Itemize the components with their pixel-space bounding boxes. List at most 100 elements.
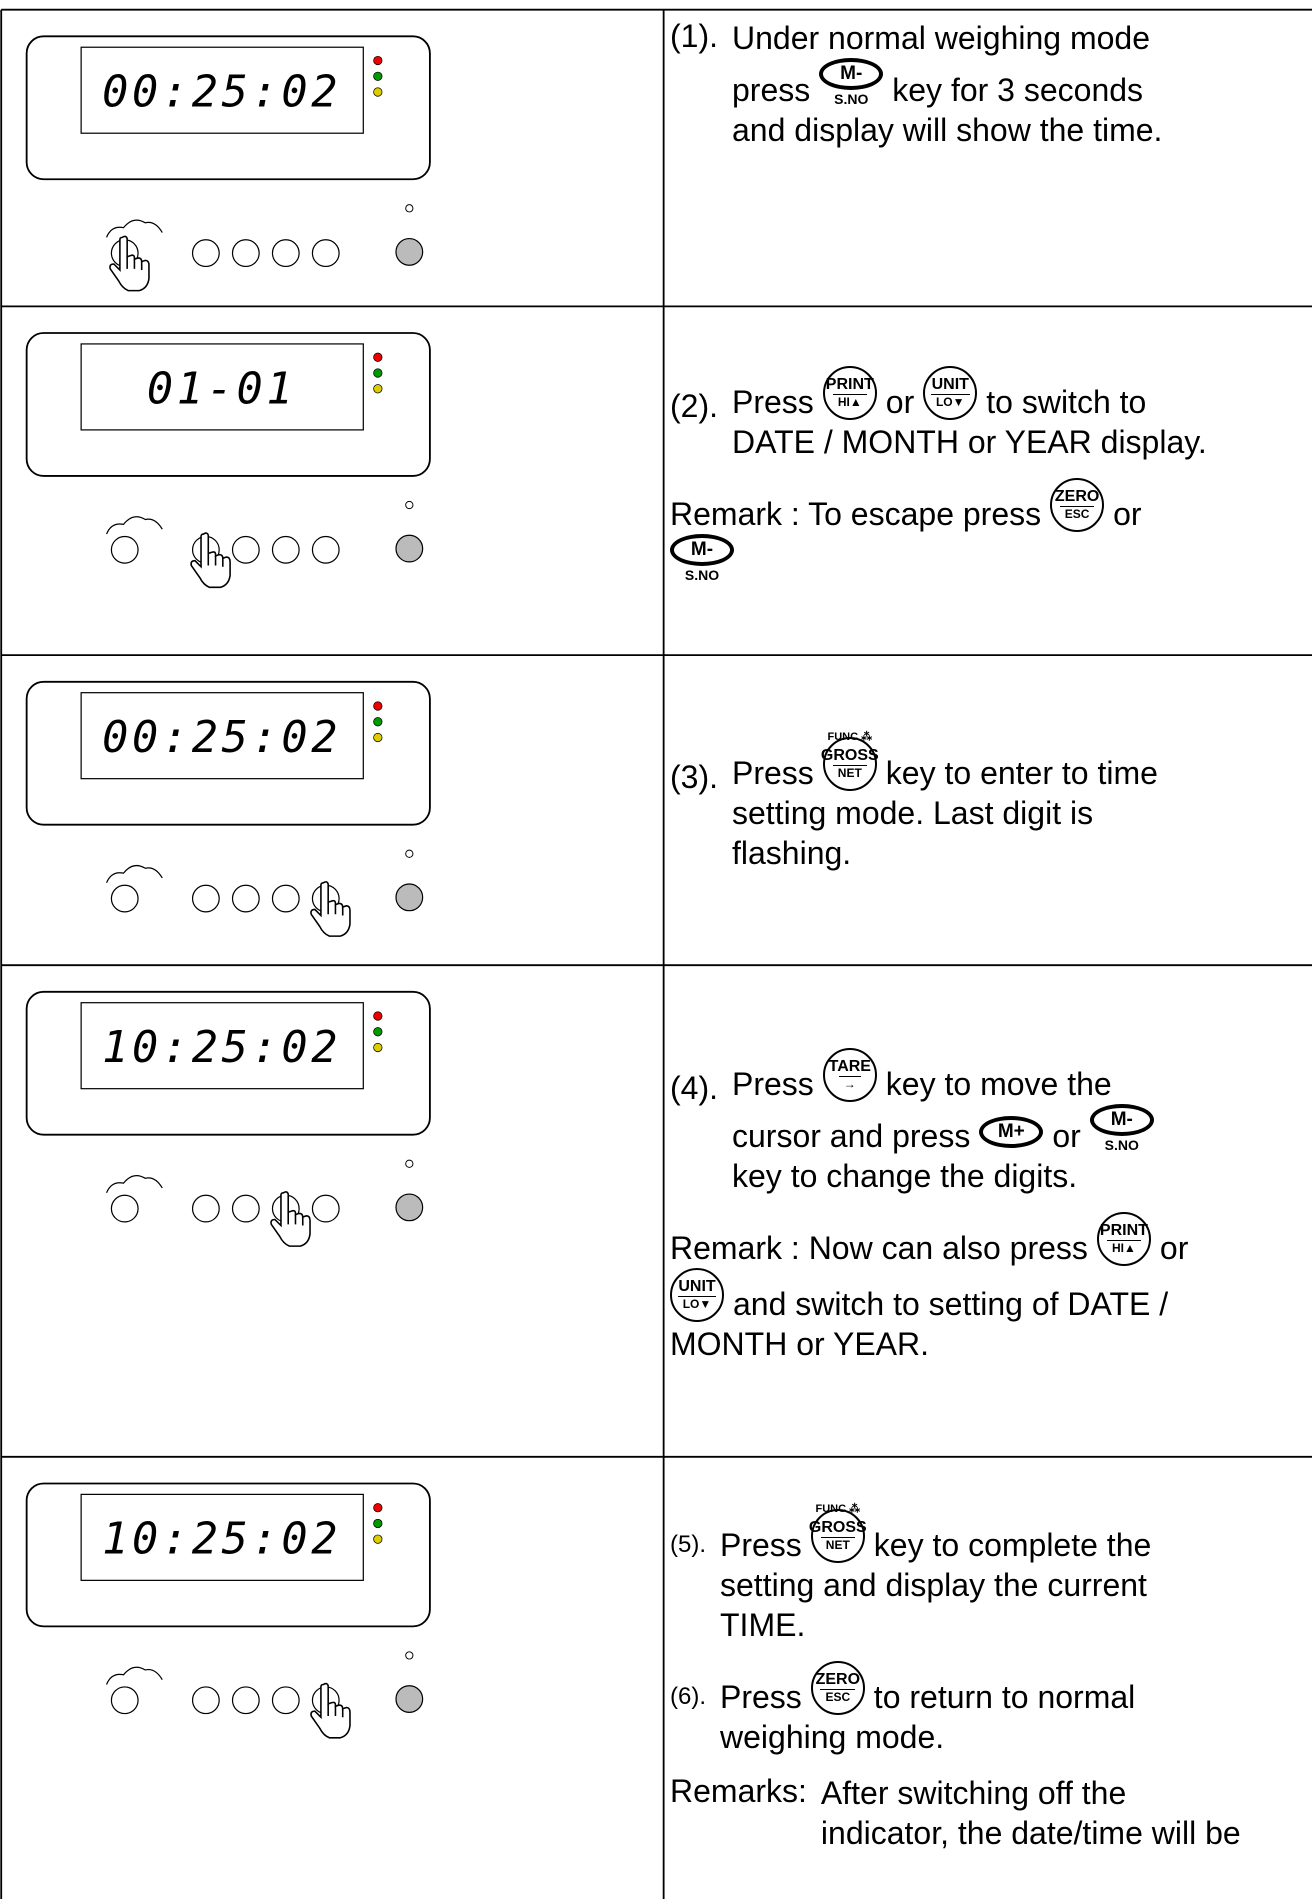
key-above: FUNC ⁂ <box>827 731 873 744</box>
key-top: ZERO <box>1054 487 1100 505</box>
led <box>373 1518 383 1529</box>
hand-icon <box>310 881 351 937</box>
button <box>231 1686 260 1715</box>
hand-icon <box>190 532 231 589</box>
key-top: UNIT <box>678 1277 716 1295</box>
button <box>110 884 139 913</box>
text-run: key to complete the <box>873 1526 1152 1563</box>
key-icon: PRINT HI▲ <box>822 365 877 420</box>
text-run: Press <box>720 1526 802 1563</box>
led <box>373 87 383 97</box>
power-button <box>395 534 424 563</box>
step-body: Press ZERO ESC to return to normal weighing … <box>720 1660 1312 1757</box>
device: 10:25:02 <box>25 1482 431 1739</box>
text-run: and display will show the time. <box>732 111 1163 148</box>
key-icon: UNIT LO▼ <box>670 1267 724 1322</box>
key-bottom: S.NO <box>684 566 720 583</box>
key-icon: FUNC ⁂ GROSS NET <box>821 731 879 792</box>
button <box>231 239 260 268</box>
power-button <box>395 1193 424 1222</box>
text-run: Press <box>732 1065 814 1102</box>
device: 01-01 <box>25 332 431 589</box>
text-run: or <box>1159 1229 1189 1266</box>
display-readout: 00:25:02 <box>102 68 341 118</box>
button <box>110 535 139 564</box>
key-icon: M- S.NO <box>819 57 884 108</box>
step-block: (2). Press PRINT HI▲ or UNIT LO▼ to switch to DA… <box>670 365 1312 462</box>
step-block: (1). Under normal weighing mode press M- S.N… <box>670 18 1312 150</box>
key-bottom: NET <box>832 765 867 781</box>
led <box>373 1042 383 1053</box>
led <box>373 71 383 81</box>
display-readout: 01-01 <box>147 364 296 414</box>
table-grid: 00:25:02 01-01 00:25:02 10:25:02 10:25:02 <box>0 8 1312 1899</box>
text-run: and switch to setting of DATE / <box>733 1285 1169 1322</box>
step-body: Remark : Now can also press PRINT HI▲ or UNI… <box>670 1211 1312 1364</box>
led <box>373 701 383 711</box>
display-readout: 10:25:02 <box>102 1023 341 1073</box>
button <box>311 239 340 268</box>
hand-icon <box>109 235 150 292</box>
key-bottom: S.NO <box>834 90 869 107</box>
instruction-cell: (2). Press PRINT HI▲ or UNIT LO▼ to switch to DA… <box>664 308 1312 653</box>
text-run: Press <box>732 755 814 792</box>
step-block: (5). Press FUNC ⁂ GROSS NET key to complete t… <box>670 1503 1312 1645</box>
instruction-cell: (5). Press FUNC ⁂ GROSS NET key to complete t… <box>664 1459 1312 1899</box>
text-run: After switching off the <box>820 1774 1127 1811</box>
step-block: (4). Press TARE → key to move the cursor and … <box>670 1047 1312 1196</box>
led <box>373 1534 383 1544</box>
power-button <box>395 883 424 912</box>
text-run: setting and display the current <box>720 1566 1147 1603</box>
button <box>311 1194 340 1223</box>
button-arc <box>106 516 163 535</box>
step-block: (6). Press ZERO ESC to return to normal weigh… <box>670 1660 1312 1757</box>
led <box>373 352 383 362</box>
key-top: M- <box>670 533 734 566</box>
button <box>191 239 220 268</box>
display-window <box>80 692 364 780</box>
step-block: Remark : Now can also press PRINT HI▲ or UNI… <box>670 1211 1312 1364</box>
text-line: Press PRINT HI▲ or UNIT LO▼ to switch to <box>732 365 1312 422</box>
step-label: (2). <box>670 387 718 424</box>
button <box>271 239 300 268</box>
key-icon: FUNC ⁂ GROSS NET <box>809 1503 867 1563</box>
led <box>373 384 383 394</box>
led <box>373 55 383 66</box>
text-line: UNIT LO▼ and switch to setting of DATE / <box>670 1267 1312 1324</box>
text-run: Press <box>720 1678 802 1715</box>
step-label: (5). <box>670 1530 706 1558</box>
button <box>191 884 220 913</box>
key-bottom: ESC <box>820 1688 856 1705</box>
key-icon: UNIT LO▼ <box>923 365 978 420</box>
text-line: M- S.NO <box>670 533 1312 586</box>
button <box>191 1686 220 1715</box>
hand-icon <box>327 1703 344 1718</box>
button <box>231 535 260 564</box>
button <box>231 1194 260 1223</box>
device: 00:25:02 <box>25 35 431 292</box>
text-line: Remark : Now can also press PRINT HI▲ or <box>670 1211 1312 1268</box>
instruction-cell: (4). Press TARE → key to move the cursor and … <box>664 967 1312 1455</box>
button <box>110 1194 139 1223</box>
text-line: Press FUNC ⁂ GROSS NET key to enter to time <box>732 731 1312 793</box>
key-icon: PRINT HI▲ <box>1096 1211 1151 1266</box>
hand-icon <box>109 235 150 292</box>
text-line: Remark : To escape press ZERO ESC or <box>670 477 1312 534</box>
led <box>373 368 383 378</box>
step-body: Press TARE → key to move the cursor and pres… <box>732 1047 1312 1196</box>
power-button <box>395 237 424 266</box>
text-line: DATE / MONTH or YEAR display. <box>732 422 1312 462</box>
text-run: key to change the digits. <box>732 1157 1078 1194</box>
key-icon: M- S.NO <box>1089 1103 1154 1154</box>
button <box>271 884 300 913</box>
step-label: (3). <box>670 759 718 796</box>
text-run: cursor and press <box>732 1117 971 1154</box>
key-top: ZERO <box>815 1670 861 1688</box>
key-icon: M- S.NO <box>670 533 734 584</box>
text-run: or <box>1113 495 1142 532</box>
key-top: M- <box>1089 1103 1154 1136</box>
text-run: Under normal weighing mode <box>732 19 1150 56</box>
text-line: setting and display the current <box>720 1565 1312 1605</box>
display-window <box>80 1493 364 1581</box>
